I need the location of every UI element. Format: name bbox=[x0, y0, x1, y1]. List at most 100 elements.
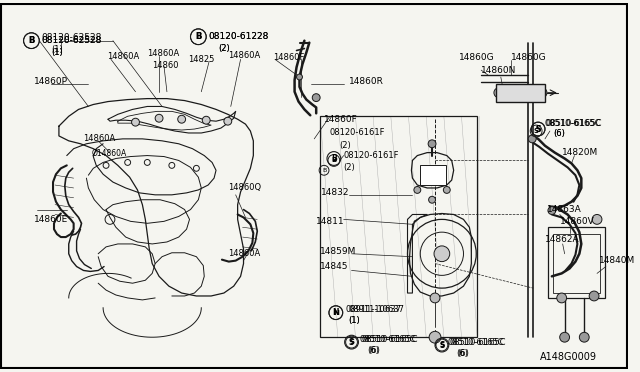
Text: Ø14860A: Ø14860A bbox=[92, 149, 127, 158]
Circle shape bbox=[444, 186, 450, 193]
Text: 08510-6165C: 08510-6165C bbox=[546, 119, 602, 128]
Text: S: S bbox=[536, 125, 541, 134]
Text: (1): (1) bbox=[51, 48, 63, 57]
Circle shape bbox=[537, 88, 547, 97]
Text: 14860E: 14860E bbox=[35, 215, 68, 224]
Text: (6): (6) bbox=[553, 129, 564, 138]
Text: B: B bbox=[331, 154, 337, 163]
Bar bbox=[553, 234, 600, 293]
Circle shape bbox=[202, 116, 210, 124]
Text: 14860A: 14860A bbox=[83, 134, 116, 143]
Text: 08120-61228: 08120-61228 bbox=[208, 32, 269, 41]
Circle shape bbox=[592, 215, 602, 224]
Circle shape bbox=[132, 118, 140, 126]
Text: (2): (2) bbox=[344, 163, 355, 172]
Text: 14860F: 14860F bbox=[324, 115, 358, 124]
Text: 08911-10637: 08911-10637 bbox=[346, 305, 402, 314]
Text: 08120-62528: 08120-62528 bbox=[41, 36, 102, 45]
Text: (1): (1) bbox=[349, 316, 360, 325]
Circle shape bbox=[429, 196, 435, 203]
Text: B: B bbox=[322, 168, 326, 173]
Text: N: N bbox=[333, 310, 339, 316]
Text: 08120-6161F: 08120-6161F bbox=[330, 128, 385, 138]
Text: B: B bbox=[28, 36, 35, 45]
Circle shape bbox=[224, 117, 232, 125]
Circle shape bbox=[414, 186, 420, 193]
Circle shape bbox=[296, 74, 303, 80]
Text: 14825: 14825 bbox=[189, 55, 215, 64]
Text: (2): (2) bbox=[339, 141, 351, 150]
Bar bbox=[548, 227, 605, 298]
Text: 08510-6165C: 08510-6165C bbox=[544, 119, 600, 128]
Bar bbox=[496, 84, 545, 102]
Text: 08510-6165C: 08510-6165C bbox=[450, 338, 506, 347]
Text: 14820M: 14820M bbox=[562, 148, 598, 157]
Circle shape bbox=[155, 114, 163, 122]
Text: B: B bbox=[332, 157, 337, 163]
Text: (6): (6) bbox=[458, 349, 470, 358]
Text: N: N bbox=[333, 308, 339, 317]
Circle shape bbox=[548, 206, 556, 215]
Text: 14860F: 14860F bbox=[273, 53, 305, 62]
Circle shape bbox=[434, 246, 450, 262]
Text: 14840M: 14840M bbox=[599, 256, 636, 265]
Text: 08510-6165C: 08510-6165C bbox=[360, 335, 416, 344]
Circle shape bbox=[494, 88, 504, 97]
Text: 08120-62528: 08120-62528 bbox=[41, 33, 102, 42]
Text: (2): (2) bbox=[218, 44, 230, 53]
Text: 08510-6165C: 08510-6165C bbox=[448, 338, 504, 347]
Circle shape bbox=[579, 332, 589, 342]
Circle shape bbox=[430, 293, 440, 303]
Circle shape bbox=[557, 293, 566, 303]
Text: 08120-61228: 08120-61228 bbox=[208, 32, 269, 41]
Text: S: S bbox=[349, 338, 354, 347]
Text: 08510-6165C: 08510-6165C bbox=[362, 335, 418, 344]
Circle shape bbox=[560, 332, 570, 342]
Text: 14860R: 14860R bbox=[349, 77, 383, 86]
Text: 08120-6161F: 08120-6161F bbox=[344, 151, 399, 160]
Text: (1): (1) bbox=[51, 48, 63, 57]
Text: 14860A: 14860A bbox=[147, 49, 180, 58]
Text: S: S bbox=[439, 341, 445, 350]
Text: 14860N: 14860N bbox=[481, 65, 516, 75]
Text: 08911-10637: 08911-10637 bbox=[349, 305, 404, 314]
Text: 14860G: 14860G bbox=[511, 53, 547, 62]
Text: (6): (6) bbox=[368, 346, 380, 356]
Circle shape bbox=[312, 94, 320, 102]
Text: 14863A: 14863A bbox=[547, 205, 582, 214]
Text: 14860A: 14860A bbox=[228, 249, 260, 258]
Text: S: S bbox=[440, 342, 444, 348]
Text: (6): (6) bbox=[367, 346, 379, 356]
Text: 14832: 14832 bbox=[321, 188, 349, 198]
Text: 14862A: 14862A bbox=[545, 234, 580, 244]
Text: B: B bbox=[28, 36, 35, 45]
Circle shape bbox=[589, 291, 599, 301]
Circle shape bbox=[528, 135, 536, 143]
Text: 14860A: 14860A bbox=[228, 51, 260, 60]
Bar bbox=[420, 166, 446, 185]
Circle shape bbox=[429, 331, 441, 343]
Text: A148G0009: A148G0009 bbox=[540, 352, 597, 362]
Text: (2): (2) bbox=[218, 44, 230, 53]
Text: 14845: 14845 bbox=[320, 262, 349, 271]
Text: S: S bbox=[536, 125, 541, 134]
Circle shape bbox=[428, 140, 436, 148]
Text: 14860G: 14860G bbox=[459, 53, 494, 62]
Circle shape bbox=[429, 177, 435, 183]
Text: (1): (1) bbox=[349, 316, 360, 325]
Bar bbox=[320, 116, 477, 337]
Text: 14860A: 14860A bbox=[107, 52, 140, 61]
Circle shape bbox=[178, 115, 186, 123]
Text: 14860P: 14860P bbox=[35, 77, 68, 86]
Text: B: B bbox=[195, 32, 202, 41]
Text: 14859M: 14859M bbox=[320, 247, 356, 256]
Text: S: S bbox=[349, 339, 354, 345]
Text: 14811: 14811 bbox=[316, 217, 345, 226]
Text: (6): (6) bbox=[456, 349, 468, 358]
Text: 14860V: 14860V bbox=[560, 217, 595, 226]
Text: 08120-62528: 08120-62528 bbox=[41, 36, 102, 45]
Text: (6): (6) bbox=[553, 129, 564, 138]
Text: 14860Q: 14860Q bbox=[228, 183, 261, 192]
Text: (1): (1) bbox=[51, 45, 63, 54]
Text: 14860: 14860 bbox=[152, 61, 179, 70]
